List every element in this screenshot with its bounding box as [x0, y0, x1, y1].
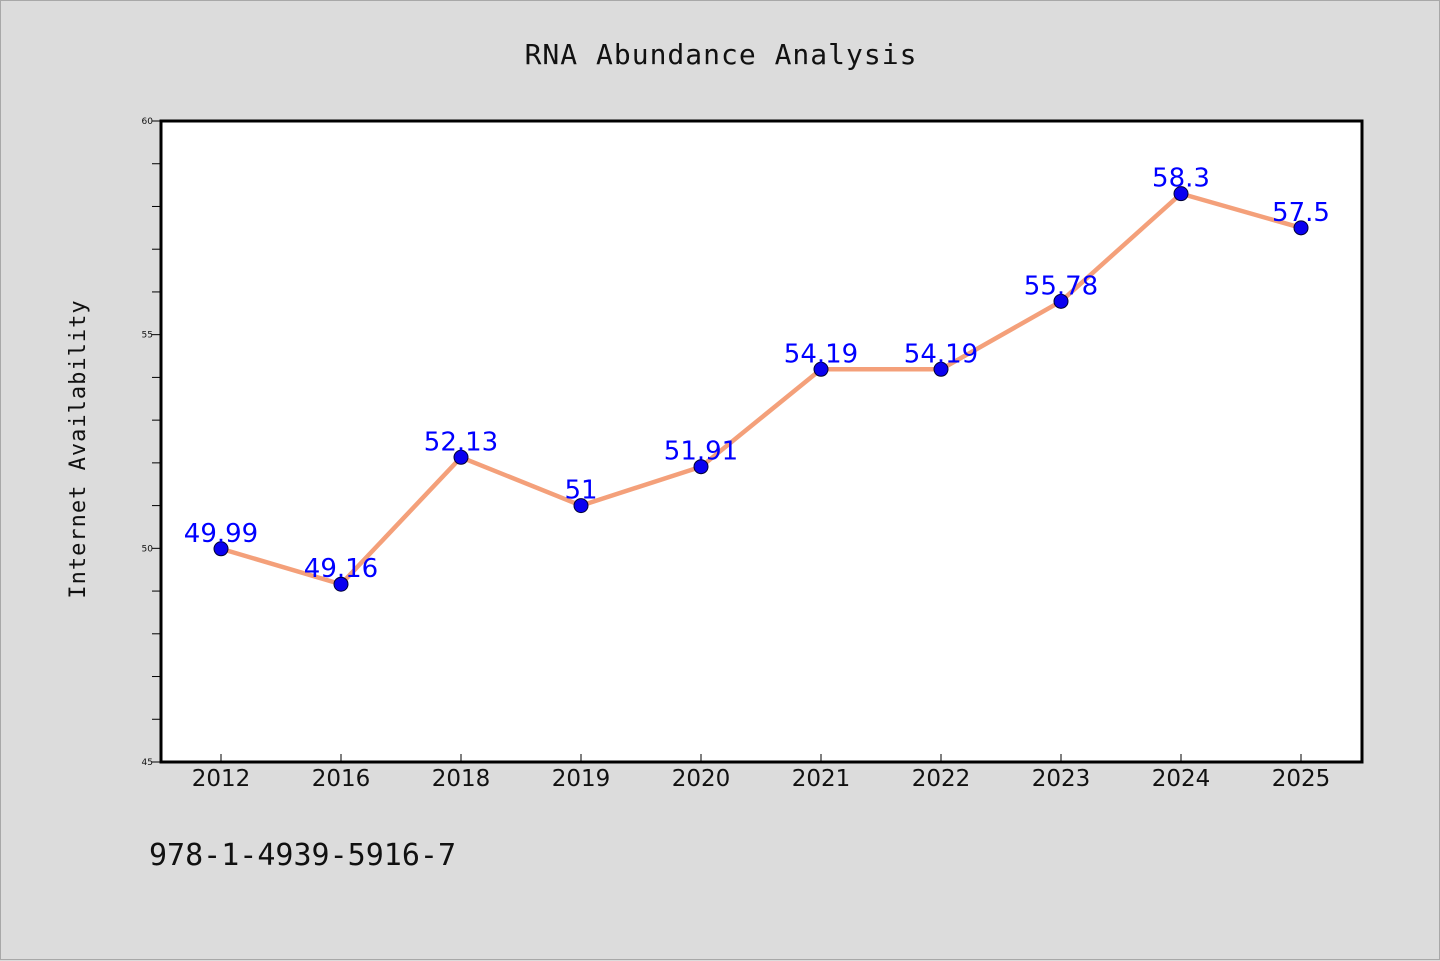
x-tick-label: 2021: [792, 766, 851, 792]
data-point-label: 54.19: [784, 339, 858, 369]
data-point-marker: [693, 459, 709, 475]
y-axis-ticks: 45 50 55 60: [142, 117, 160, 768]
x-tick-label: 2016: [312, 766, 371, 792]
x-tick-label: 2018: [432, 766, 491, 792]
data-point-marker: [933, 361, 949, 377]
y-axis-label: Internet Availability: [66, 299, 91, 598]
data-markers: [213, 186, 1309, 592]
data-point-marker: [1053, 293, 1069, 309]
data-point-marker: [453, 449, 469, 465]
data-labels: 49.99 49.16 52.13 51 51.91 54.19 54.19 55.78 58.…: [184, 164, 1330, 585]
plot-area: [159, 119, 1364, 764]
data-point-marker: [1173, 186, 1189, 202]
x-tick-label: 2012: [192, 766, 251, 792]
data-point-marker: [213, 541, 229, 557]
data-point-label: 55.78: [1024, 271, 1098, 301]
data-point-marker: [1293, 220, 1309, 236]
data-point-label: 58.3: [1152, 164, 1210, 194]
data-point-label: 49.16: [304, 554, 378, 584]
y-tick-label: 55: [142, 331, 153, 341]
data-point-label: 49.99: [184, 519, 258, 549]
x-tick-label: 2025: [1272, 766, 1331, 792]
x-tick-label: 2024: [1152, 766, 1211, 792]
y-tick-label: 45: [142, 758, 153, 768]
data-point-marker: [333, 576, 349, 592]
data-point-label: 54.19: [904, 339, 978, 369]
data-point-label: 51.91: [664, 437, 738, 467]
data-point-label: 52.13: [424, 427, 498, 457]
series-line-group: [218, 191, 1304, 587]
data-point-label: 51: [564, 476, 597, 506]
series-line: [218, 191, 1304, 587]
x-axis-ticks: 2012 2016 2018 2019 2020 2021 2022 2023 2024 2025: [192, 754, 1331, 792]
y-tick-label: 50: [142, 544, 154, 554]
y-tick-label: 60: [142, 117, 154, 127]
data-point-marker: [813, 361, 829, 377]
x-tick-label: 2020: [672, 766, 731, 792]
x-tick-label: 2022: [912, 766, 971, 792]
data-point-label: 57.5: [1272, 198, 1330, 228]
chart-title: RNA Abundance Analysis: [525, 38, 918, 71]
isbn-text: 978-1-4939-5916-7: [149, 838, 456, 873]
x-tick-label: 2019: [552, 766, 611, 792]
data-point-marker: [573, 498, 589, 514]
x-tick-label: 2023: [1032, 766, 1091, 792]
